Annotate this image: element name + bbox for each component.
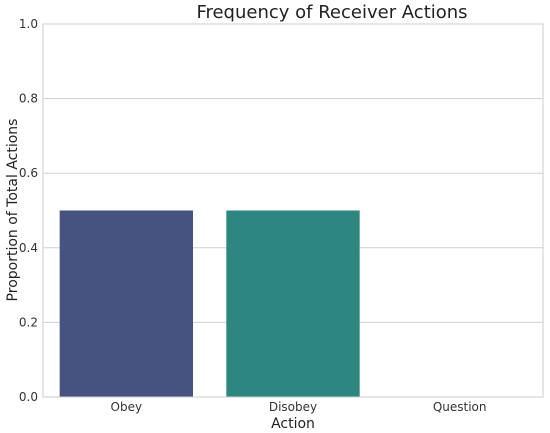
- chart-title: Frequency of Receiver Actions: [196, 2, 467, 23]
- x-tick-label-obey: Obey: [111, 400, 143, 414]
- bar-disobey: [226, 210, 360, 397]
- y-axis-label: Proportion of Total Actions: [5, 119, 21, 302]
- y-tick-label: 0.8: [19, 92, 38, 106]
- bars: [59, 210, 360, 397]
- plot-frame: [42, 23, 544, 398]
- y-tick-label: 0.0: [19, 390, 38, 404]
- x-tick-label-disobey: Disobey: [269, 400, 317, 414]
- x-tick-label-question: Question: [433, 400, 487, 414]
- y-tick-label: 0.6: [19, 166, 38, 180]
- x-axis-label: Action: [271, 416, 315, 432]
- bar-obey: [59, 210, 193, 397]
- y-tick-label: 1.0: [19, 17, 38, 31]
- x-tick-labels: Obey Disobey Question: [111, 400, 487, 414]
- y-tick-label: 0.4: [19, 241, 38, 255]
- y-tick-labels: 0.0 0.2 0.4 0.6 0.8 1.0: [19, 17, 38, 404]
- y-tick-label: 0.2: [19, 315, 38, 329]
